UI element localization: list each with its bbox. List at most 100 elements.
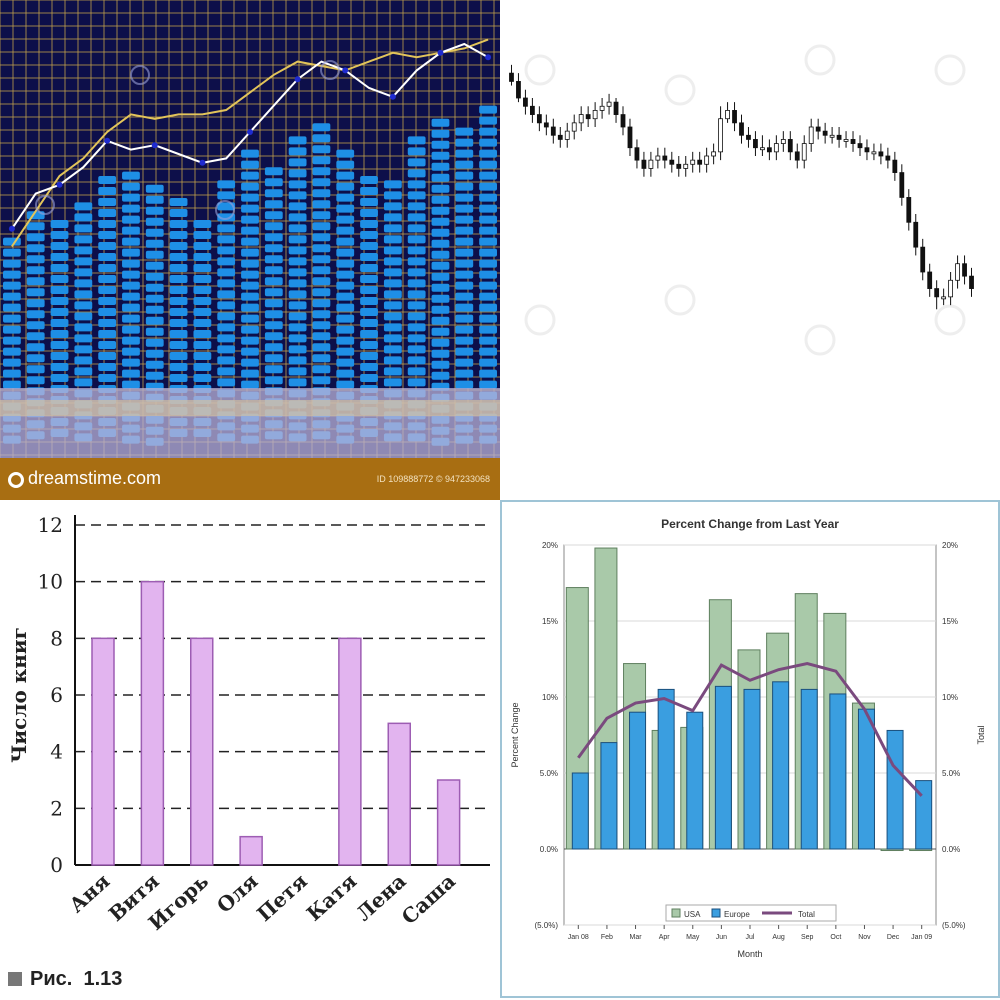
bar-segment: [264, 299, 283, 308]
candle-body: [927, 271, 933, 289]
stock-bar-line-chart: [0, 0, 500, 460]
bar-segment: [336, 182, 355, 191]
bar-europe: [571, 772, 589, 850]
bar-segment: [288, 378, 307, 387]
bar-segment: [145, 283, 164, 292]
y-axis-label: Число книг: [7, 627, 31, 763]
percent-change-panel: Percent Change from Last Year (5.0%) (5.0%…: [500, 500, 1000, 1000]
bar-segment: [479, 325, 497, 334]
bar-europe: [829, 693, 847, 850]
bar-segment: [360, 308, 378, 316]
bar-segment: [217, 224, 236, 233]
bar-segment: [383, 246, 402, 255]
bar-segment: [145, 316, 164, 325]
bar-segment: [336, 215, 355, 224]
bar-segment: [217, 323, 236, 332]
bar-segment: [479, 259, 497, 268]
bar-segment: [312, 189, 331, 198]
bar-segment: [407, 356, 426, 365]
caption-square-icon: [8, 972, 22, 986]
bar-segment: [217, 257, 236, 266]
bar-segment: [336, 281, 355, 290]
bar-segment: [479, 105, 497, 114]
bar-segment: [98, 286, 117, 294]
candle-body: [948, 279, 954, 298]
bar-segment: [264, 310, 283, 319]
watermark-ring: [804, 324, 836, 356]
chart-title: Percent Change from Last Year: [661, 517, 839, 531]
bar-segment: [336, 270, 355, 279]
bar-segment: [407, 169, 426, 178]
bar-segment: [241, 358, 259, 367]
y2-tick-label: (5.0%): [942, 921, 966, 930]
bar-segment: [98, 220, 117, 228]
candle-body: [850, 139, 856, 144]
bar-segment: [431, 261, 450, 270]
bar-segment: [122, 325, 140, 334]
bar-segment: [479, 182, 497, 191]
bar-segment: [98, 374, 117, 382]
bar-segment: [288, 279, 307, 288]
watermark-ring: [130, 65, 150, 85]
bar-segment: [217, 235, 236, 244]
bar-segment: [288, 246, 307, 255]
bar-segment: [360, 220, 378, 228]
bar-segment: [3, 270, 21, 279]
bar-segment: [479, 193, 497, 202]
candle-body: [606, 101, 612, 107]
candle-body: [676, 163, 682, 169]
bar-segment: [360, 231, 378, 239]
bar-segment: [264, 233, 283, 242]
y-tick-label: 8: [50, 626, 63, 650]
bar-segment: [50, 341, 69, 349]
candle-body: [934, 288, 940, 298]
candle-body: [613, 101, 619, 115]
bar-segment: [312, 167, 331, 176]
bar-segment: [431, 184, 450, 193]
bar-segment: [145, 261, 164, 270]
bar-segment: [407, 213, 426, 222]
watermark-ring: [664, 74, 696, 106]
bar-segment: [26, 222, 45, 231]
bar-segment: [455, 171, 474, 180]
candle-body: [843, 139, 849, 142]
candle-body: [746, 134, 751, 140]
bar-segment: [193, 253, 212, 261]
candle-body: [509, 72, 514, 82]
bar-segment: [360, 209, 378, 217]
bar-segment: [360, 286, 378, 294]
bar-segment: [407, 279, 426, 288]
bar-segment: [455, 237, 474, 246]
bar: [91, 637, 115, 866]
bar-segment: [288, 136, 307, 145]
bar-segment: [122, 358, 140, 367]
bar-segment: [360, 319, 378, 327]
bar-segment: [431, 294, 450, 303]
bar-segment: [288, 235, 307, 244]
bar-segment: [336, 369, 355, 378]
bar-segment: [217, 180, 236, 189]
bar-segment: [455, 314, 474, 323]
bar-segment: [50, 297, 69, 305]
bar-segment: [26, 321, 45, 330]
bar-segment: [360, 341, 378, 349]
bar-segment: [288, 213, 307, 222]
bar-segment: [241, 149, 259, 158]
bar-segment: [479, 292, 497, 301]
y-axis-label: Percent Change: [510, 702, 520, 767]
bar-segment: [98, 275, 117, 283]
bar-segment: [74, 312, 93, 321]
bar-segment: [479, 336, 497, 345]
bar-segment: [383, 180, 402, 189]
bar-segment: [431, 228, 450, 237]
bar-segment: [383, 334, 402, 343]
candle-body: [536, 114, 542, 124]
bar-segment: [193, 275, 212, 283]
figure-caption: Рис. 1.13: [8, 968, 122, 991]
y-tick-label: 6: [50, 683, 63, 707]
dreamstime-logo-icon: [8, 472, 24, 488]
bar-segment: [360, 242, 378, 250]
x-tick-label: May: [686, 934, 700, 941]
bar-segment: [50, 374, 69, 382]
